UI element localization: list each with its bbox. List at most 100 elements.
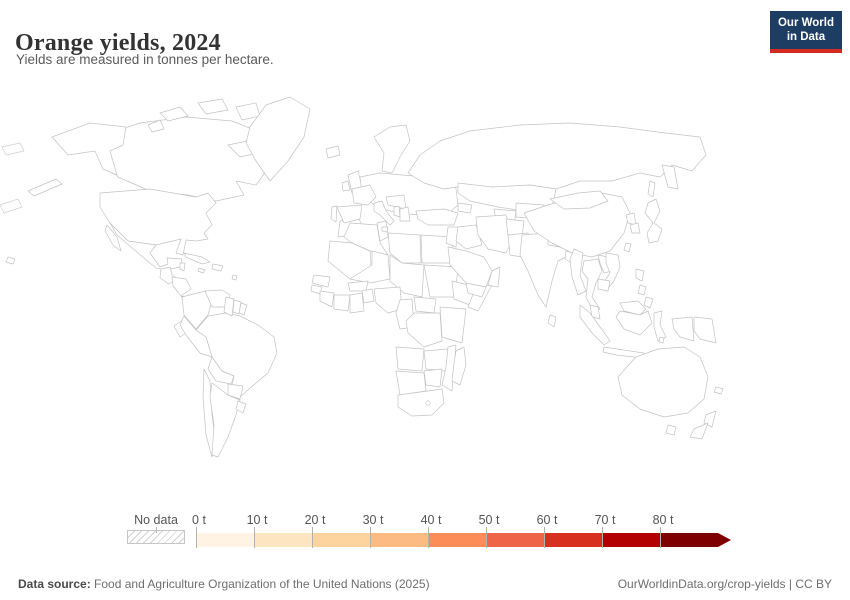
world-choropleth-map[interactable] bbox=[0, 85, 850, 510]
country-south-africa[interactable] bbox=[397, 388, 445, 417]
country-iceland[interactable] bbox=[325, 145, 341, 159]
country-central-african-republic[interactable] bbox=[413, 296, 437, 314]
country-malaysia[interactable] bbox=[589, 304, 601, 320]
country-guinea[interactable] bbox=[319, 290, 335, 308]
country-iraq[interactable] bbox=[455, 224, 483, 250]
country-indonesia-maluku[interactable] bbox=[658, 336, 665, 344]
country-hawaii[interactable] bbox=[5, 256, 16, 265]
legend-segment-50-60[interactable] bbox=[486, 533, 544, 547]
map-fragment bbox=[1, 142, 25, 156]
legend-tick-label: 40 t bbox=[420, 513, 442, 527]
country-uruguay[interactable] bbox=[235, 400, 247, 414]
country-indonesia-sulawesi[interactable] bbox=[653, 310, 667, 342]
country-ireland[interactable] bbox=[341, 180, 351, 192]
country-french-guiana[interactable] bbox=[238, 302, 248, 316]
country-kenya-tanzania[interactable] bbox=[439, 306, 467, 344]
country-papua-new-guinea[interactable] bbox=[693, 316, 717, 344]
country-peru[interactable] bbox=[179, 315, 213, 358]
chart-footer: Data source: Food and Agriculture Organi… bbox=[0, 577, 850, 591]
country-guyana[interactable] bbox=[223, 296, 235, 317]
country-mongolia[interactable] bbox=[549, 190, 609, 210]
country-greece[interactable] bbox=[399, 206, 411, 222]
country-arctic-islands[interactable] bbox=[147, 98, 261, 133]
country-alaska[interactable] bbox=[27, 122, 127, 197]
country-indonesia-sumatra[interactable] bbox=[579, 304, 611, 346]
country-iran[interactable] bbox=[475, 214, 515, 254]
country-madagascar[interactable] bbox=[451, 346, 467, 386]
country-australia[interactable] bbox=[617, 346, 709, 418]
data-source-label: Data source: bbox=[18, 577, 91, 591]
country-honduras-nicaragua[interactable] bbox=[171, 276, 192, 297]
country-greenland[interactable] bbox=[245, 96, 311, 182]
country-new-zealand[interactable] bbox=[689, 410, 717, 440]
legend-segment-70-80[interactable] bbox=[602, 533, 660, 547]
country-taiwan[interactable] bbox=[623, 242, 632, 253]
country-lesser-antilles[interactable] bbox=[231, 274, 238, 281]
country-paraguay[interactable] bbox=[227, 383, 244, 400]
country-indonesia-papua[interactable] bbox=[671, 316, 695, 342]
owid-logo[interactable]: Our World in Data bbox=[769, 11, 842, 53]
country-philippines[interactable] bbox=[635, 268, 654, 309]
country-mali[interactable] bbox=[349, 250, 391, 284]
legend-segment-10-20[interactable] bbox=[254, 533, 312, 547]
country-caucasus[interactable] bbox=[457, 202, 473, 214]
country-indonesia-kalimantan[interactable] bbox=[615, 310, 653, 336]
country-spain[interactable] bbox=[336, 204, 363, 224]
country-malaysia-borneo[interactable] bbox=[619, 300, 647, 316]
legend-segment-0-10[interactable] bbox=[196, 533, 254, 547]
country-tasmania[interactable] bbox=[665, 424, 677, 436]
country-senegal[interactable] bbox=[311, 274, 331, 288]
country-oman[interactable] bbox=[487, 266, 501, 288]
country-turkey[interactable] bbox=[415, 208, 459, 226]
country-jamaica[interactable] bbox=[197, 267, 206, 274]
country-levant[interactable] bbox=[445, 226, 459, 248]
country-bolivia[interactable] bbox=[207, 356, 235, 385]
country-new-caledonia[interactable] bbox=[713, 386, 724, 395]
country-albania[interactable] bbox=[393, 205, 401, 218]
map-fragment bbox=[0, 198, 23, 214]
credit-link[interactable]: OurWorldinData.org/crop-yields | CC BY bbox=[617, 577, 832, 591]
country-france[interactable] bbox=[351, 184, 377, 206]
country-sri-lanka[interactable] bbox=[547, 314, 557, 328]
country-lesotho[interactable] bbox=[425, 400, 431, 406]
country-scandinavia[interactable] bbox=[373, 124, 411, 174]
legend-segment-20-30[interactable] bbox=[312, 533, 370, 547]
legend-segment-30-40[interactable] bbox=[370, 533, 428, 547]
country-belize[interactable] bbox=[179, 262, 186, 272]
legend-segment-60-70[interactable] bbox=[544, 533, 602, 547]
country-balkans[interactable] bbox=[385, 194, 407, 210]
country-italy[interactable] bbox=[373, 200, 395, 233]
legend-no-data[interactable]: No data bbox=[127, 513, 185, 544]
country-canada[interactable] bbox=[102, 116, 267, 202]
country-ivory-coast[interactable] bbox=[333, 294, 351, 312]
country-ghana[interactable] bbox=[349, 292, 365, 314]
country-niger-chad[interactable] bbox=[389, 254, 425, 298]
legend-segment-80-plus[interactable] bbox=[660, 533, 718, 547]
country-libya[interactable] bbox=[387, 232, 422, 264]
country-cuba[interactable] bbox=[183, 252, 211, 265]
country-south-korea[interactable] bbox=[629, 222, 641, 234]
country-japan[interactable] bbox=[644, 198, 663, 244]
country-namibia-botswana[interactable] bbox=[395, 370, 427, 396]
country-burkina-faso[interactable] bbox=[347, 280, 369, 292]
country-cambodia[interactable] bbox=[597, 278, 611, 292]
country-thailand[interactable] bbox=[581, 258, 603, 314]
country-north-korea[interactable] bbox=[625, 212, 637, 226]
country-yemen[interactable] bbox=[465, 282, 487, 298]
country-myanmar[interactable] bbox=[569, 248, 587, 296]
country-zambia[interactable] bbox=[423, 348, 449, 372]
country-mexico[interactable] bbox=[104, 222, 183, 271]
country-portugal[interactable] bbox=[330, 205, 338, 223]
country-dr-congo[interactable] bbox=[405, 312, 443, 348]
country-nigeria[interactable] bbox=[373, 286, 403, 314]
legend-segment-40-50[interactable] bbox=[428, 533, 486, 547]
country-suriname[interactable] bbox=[232, 299, 242, 315]
map-legend: No data 0 t 10 t bbox=[0, 513, 850, 555]
country-argentina[interactable] bbox=[209, 382, 241, 458]
country-hispaniola[interactable] bbox=[211, 263, 224, 272]
country-togo-benin[interactable] bbox=[361, 288, 375, 304]
country-zimbabwe[interactable] bbox=[423, 368, 443, 388]
country-angola[interactable] bbox=[395, 346, 425, 372]
country-russia[interactable] bbox=[407, 122, 707, 198]
country-saudi-arabia[interactable] bbox=[447, 246, 493, 288]
